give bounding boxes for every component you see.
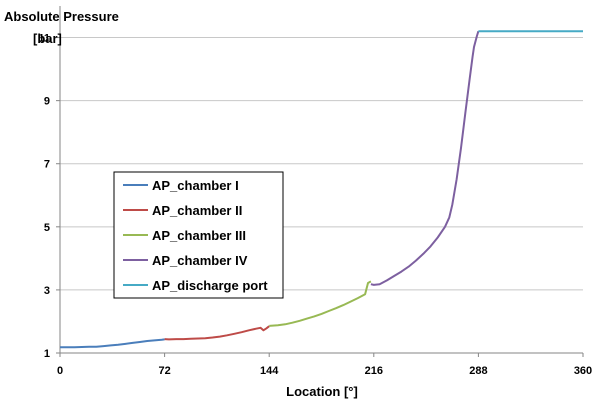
y-tick-label-1: 1	[44, 348, 50, 360]
series-line-4	[370, 30, 480, 286]
x-tick-label-216: 216	[365, 365, 383, 377]
x-tick-label-0: 0	[57, 365, 63, 377]
legend: AP_chamber I AP_chamber II AP_chamber III A…	[113, 171, 284, 299]
legend-label-5: AP_discharge port	[152, 278, 268, 293]
x-axis-title: Location [°]	[286, 384, 358, 399]
y-tick-label-3: 3	[44, 285, 50, 297]
series-layer	[60, 30, 583, 349]
x-tick-label-72: 72	[158, 365, 170, 377]
y-axis-title-line-0: Absolute Pressure	[4, 9, 119, 24]
legend-label-2: AP_chamber II	[152, 203, 242, 218]
legend-label-4: AP_chamber IV	[152, 253, 248, 268]
y-tick-label-9: 9	[44, 96, 50, 108]
series-line-2	[164, 325, 270, 341]
legend-label-1: AP_chamber I	[152, 178, 239, 193]
series-line-1	[60, 338, 165, 349]
y-tick-label-11: 11	[38, 33, 50, 45]
legend-label-3: AP_chamber III	[152, 228, 246, 243]
x-tick-label-144: 144	[260, 365, 279, 377]
x-tick-label-360: 360	[574, 365, 592, 377]
series-line-3	[269, 280, 372, 327]
axes-layer	[56, 6, 584, 357]
y-tick-label-5: 5	[44, 222, 50, 234]
y-axis-title-line-1: [bar]	[33, 31, 62, 46]
labels-layer: 1 3 5 7 9 11 0 72 144 216 288 360 Absolute Pressure […	[4, 9, 592, 399]
y-tick-label-7: 7	[44, 159, 50, 171]
x-tick-label-288: 288	[469, 365, 487, 377]
